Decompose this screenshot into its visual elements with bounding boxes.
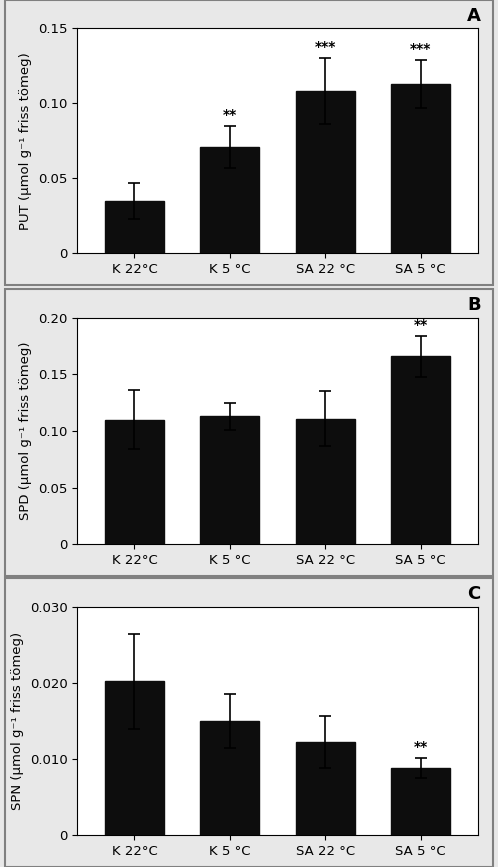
Y-axis label: SPN (μmol g⁻¹ friss tömeg): SPN (μmol g⁻¹ friss tömeg) bbox=[11, 632, 24, 810]
Bar bbox=[296, 419, 355, 544]
Bar bbox=[391, 768, 450, 835]
Bar bbox=[200, 147, 259, 253]
Text: **: ** bbox=[414, 317, 428, 332]
Bar bbox=[391, 84, 450, 253]
Bar bbox=[391, 356, 450, 544]
Bar bbox=[296, 742, 355, 835]
Text: B: B bbox=[467, 296, 481, 314]
Text: C: C bbox=[467, 585, 481, 603]
Text: ***: *** bbox=[315, 41, 336, 55]
Bar bbox=[105, 201, 164, 253]
Y-axis label: SPD (μmol g⁻¹ friss tömeg): SPD (μmol g⁻¹ friss tömeg) bbox=[19, 342, 32, 520]
Bar bbox=[105, 420, 164, 544]
Y-axis label: PUT (μmol g⁻¹ friss tömeg): PUT (μmol g⁻¹ friss tömeg) bbox=[19, 52, 32, 230]
Bar bbox=[200, 416, 259, 544]
Text: **: ** bbox=[223, 108, 237, 122]
Text: **: ** bbox=[414, 740, 428, 754]
Bar bbox=[296, 91, 355, 253]
Bar bbox=[200, 721, 259, 835]
Bar bbox=[105, 681, 164, 835]
Text: A: A bbox=[467, 7, 481, 25]
Text: ***: *** bbox=[410, 42, 431, 55]
